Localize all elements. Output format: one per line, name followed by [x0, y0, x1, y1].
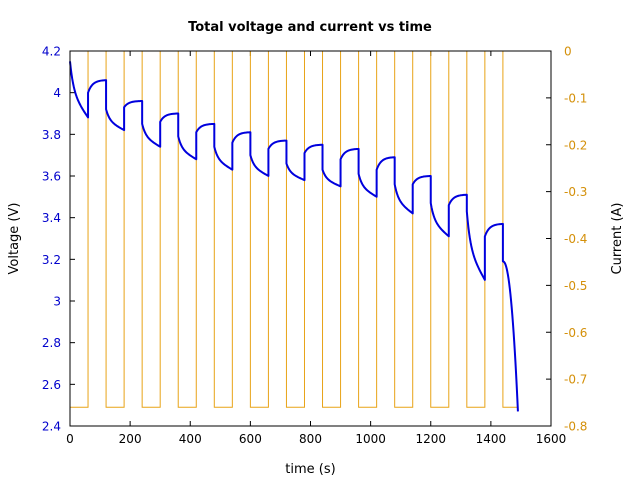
x-tick-label: 400 [179, 432, 202, 446]
x-tick-label: 600 [239, 432, 262, 446]
current-series-layer [70, 50, 518, 408]
y-tick-label: 2.4 [42, 420, 61, 434]
x-tick-label: 200 [119, 432, 142, 446]
y2-tick-label: -0.6 [564, 326, 587, 340]
y-tick-label: 3.6 [42, 170, 61, 184]
y2-tick-label: -0.2 [564, 138, 587, 152]
x-tick-label: 1600 [536, 432, 567, 446]
tick-layer: 0 200 400 600 800 1000 1200 1400 1600 2.4 2.6 2.8 3 3… [42, 45, 588, 447]
current-series-line [70, 50, 518, 408]
y2-tick-label: -0.7 [564, 373, 587, 387]
plot-frame [69, 50, 552, 427]
y-tick-label: 4 [53, 86, 61, 100]
y-tick-label: 3 [53, 295, 61, 309]
y2-tick-label: -0.3 [564, 185, 587, 199]
y-axis-label: Voltage (V) [7, 203, 22, 275]
y2-tick-label: -0.8 [564, 420, 587, 434]
y2-tick-label: -0.4 [564, 232, 587, 246]
y-tick-label: 2.8 [42, 336, 61, 350]
y-tick-label: 4.2 [42, 45, 61, 59]
x-tick-label: 1000 [355, 432, 386, 446]
y2-axis-label: Current (A) [610, 203, 625, 275]
voltage-series-layer [69, 61, 519, 412]
y2-tick-label: -0.1 [564, 91, 587, 105]
y-tick-label: 2.6 [42, 378, 61, 392]
x-tick-label: 0 [66, 432, 74, 446]
x-tick-label: 800 [299, 432, 322, 446]
y-tick-label: 3.4 [42, 211, 61, 225]
y-tick-label: 3.2 [42, 253, 61, 267]
x-tick-label: 1400 [476, 432, 507, 446]
x-tick-label: 1200 [415, 432, 446, 446]
y2-tick-label: 0 [564, 45, 572, 59]
chart-title: Total voltage and current vs time [188, 20, 432, 35]
y-tick-label: 3.8 [42, 128, 61, 142]
y2-tick-label: -0.5 [564, 279, 587, 293]
voltage-series-line [69, 61, 519, 412]
x-axis-label: time (s) [285, 462, 335, 477]
